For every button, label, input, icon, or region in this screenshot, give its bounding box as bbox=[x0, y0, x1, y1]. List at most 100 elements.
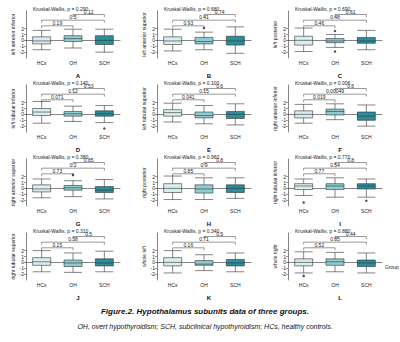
svg-text:Kruskal-Wallis, p = 0.100: Kruskal-Wallis, p = 0.100 bbox=[164, 80, 219, 86]
svg-text:1: 1 bbox=[21, 32, 24, 38]
svg-text:1: 1 bbox=[283, 254, 286, 260]
svg-text:H: H bbox=[207, 221, 211, 227]
svg-text:right tubular inferior: right tubular inferior bbox=[272, 161, 278, 204]
svg-text:0: 0 bbox=[21, 111, 24, 117]
svg-text:0: 0 bbox=[283, 37, 286, 43]
svg-text:A: A bbox=[76, 73, 81, 79]
svg-text:1: 1 bbox=[152, 254, 155, 260]
svg-text:HCs: HCs bbox=[299, 60, 309, 66]
svg-text:-1: -1 bbox=[282, 117, 287, 123]
svg-text:-1: -1 bbox=[20, 43, 25, 49]
svg-text:J: J bbox=[76, 295, 79, 301]
svg-text:2: 2 bbox=[283, 248, 286, 254]
svg-text:-1: -1 bbox=[151, 117, 156, 123]
svg-text:HCs: HCs bbox=[299, 208, 309, 214]
svg-text:-2: -2 bbox=[282, 49, 287, 55]
svg-text:1: 1 bbox=[21, 180, 24, 186]
svg-text:OH, overt hypothyroidism; SCH,: OH, overt hypothyroidism; SCH, subclinic… bbox=[77, 323, 332, 331]
svg-text:0.16: 0.16 bbox=[183, 242, 193, 248]
svg-text:L: L bbox=[338, 295, 342, 301]
svg-text:SCH: SCH bbox=[361, 208, 372, 214]
svg-text:1: 1 bbox=[283, 32, 286, 38]
svg-text:SCH: SCH bbox=[361, 282, 372, 288]
svg-text:0: 0 bbox=[152, 111, 155, 117]
svg-text:SCH: SCH bbox=[230, 60, 241, 66]
svg-text:0.019: 0.019 bbox=[313, 94, 326, 100]
svg-text:2: 2 bbox=[283, 26, 286, 32]
svg-text:0.071: 0.071 bbox=[51, 94, 64, 100]
svg-text:Kruskal-Wallis, p = 0.310: Kruskal-Wallis, p = 0.310 bbox=[33, 228, 88, 234]
svg-text:right posterior: right posterior bbox=[141, 167, 147, 198]
svg-text:SCH: SCH bbox=[99, 208, 110, 214]
svg-text:-1: -1 bbox=[20, 191, 25, 197]
svg-text:OH: OH bbox=[200, 134, 208, 140]
svg-text:-1: -1 bbox=[151, 191, 156, 197]
svg-text:1: 1 bbox=[283, 106, 286, 112]
svg-text:OH: OH bbox=[331, 282, 339, 288]
svg-text:-2: -2 bbox=[20, 197, 25, 203]
svg-text:1: 1 bbox=[283, 180, 286, 186]
svg-text:HCs: HCs bbox=[37, 134, 47, 140]
svg-text:HCs: HCs bbox=[168, 282, 178, 288]
svg-text:I: I bbox=[339, 221, 341, 227]
svg-text:OH: OH bbox=[200, 282, 208, 288]
svg-text:2: 2 bbox=[21, 26, 24, 32]
svg-text:-1: -1 bbox=[20, 265, 25, 271]
svg-text:HCs: HCs bbox=[299, 134, 309, 140]
svg-text:OH: OH bbox=[200, 60, 208, 66]
svg-text:-1: -1 bbox=[282, 43, 287, 49]
svg-text:-1: -1 bbox=[151, 43, 156, 49]
svg-text:Kruskal-Wallis, p = 0.680: Kruskal-Wallis, p = 0.680 bbox=[164, 6, 219, 12]
svg-text:-2: -2 bbox=[282, 271, 287, 277]
svg-text:F: F bbox=[338, 147, 342, 153]
svg-text:0.19: 0.19 bbox=[52, 20, 62, 26]
svg-text:-2: -2 bbox=[282, 197, 287, 203]
svg-text:right anterior inferior: right anterior inferior bbox=[272, 86, 278, 131]
svg-text:0: 0 bbox=[21, 259, 24, 265]
svg-text:-1: -1 bbox=[151, 265, 156, 271]
svg-text:SCH: SCH bbox=[99, 60, 110, 66]
svg-text:0: 0 bbox=[283, 185, 286, 191]
svg-text:C: C bbox=[338, 73, 343, 79]
svg-text:Kruskal-Wallis, p = 0.140: Kruskal-Wallis, p = 0.140 bbox=[33, 80, 88, 86]
svg-text:Kruskal-Wallis, p = 0.880: Kruskal-Wallis, p = 0.880 bbox=[295, 228, 350, 234]
svg-text:SCH: SCH bbox=[99, 134, 110, 140]
svg-text:1: 1 bbox=[152, 106, 155, 112]
svg-text:Kruskal-Wallis, p = 0.290: Kruskal-Wallis, p = 0.290 bbox=[33, 6, 88, 12]
svg-text:OH: OH bbox=[69, 282, 77, 288]
svg-text:Figure.2. Hypothalamus subunit: Figure.2. Hypothalamus subunits data of … bbox=[101, 307, 309, 316]
svg-text:0: 0 bbox=[283, 111, 286, 117]
svg-text:-2: -2 bbox=[20, 49, 25, 55]
svg-text:OH: OH bbox=[69, 134, 77, 140]
svg-text:right tubular superior: right tubular superior bbox=[10, 233, 16, 279]
svg-text:HCs: HCs bbox=[168, 60, 178, 66]
svg-text:0: 0 bbox=[21, 185, 24, 191]
svg-text:2: 2 bbox=[152, 174, 155, 180]
svg-text:SCH: SCH bbox=[230, 208, 241, 214]
svg-text:OH: OH bbox=[200, 208, 208, 214]
svg-text:2: 2 bbox=[283, 174, 286, 180]
svg-text:OH: OH bbox=[331, 134, 339, 140]
svg-text:E: E bbox=[207, 147, 211, 153]
svg-text:0.85: 0.85 bbox=[183, 168, 193, 174]
svg-text:-1: -1 bbox=[20, 117, 25, 123]
svg-text:-2: -2 bbox=[151, 271, 156, 277]
svg-text:whole left: whole left bbox=[141, 245, 147, 267]
svg-text:1: 1 bbox=[152, 32, 155, 38]
svg-text:HCs: HCs bbox=[37, 282, 47, 288]
svg-text:-1: -1 bbox=[282, 265, 287, 271]
svg-text:SCH: SCH bbox=[230, 282, 241, 288]
svg-text:left posterior: left posterior bbox=[272, 20, 278, 48]
svg-text:1: 1 bbox=[21, 106, 24, 112]
svg-text:D: D bbox=[76, 147, 81, 153]
svg-text:left anterior superior: left anterior superior bbox=[141, 12, 147, 57]
svg-text:HCs: HCs bbox=[37, 208, 47, 214]
svg-text:0.52: 0.52 bbox=[314, 242, 324, 248]
svg-text:Kruskal-Wallis, p = 0.770: Kruskal-Wallis, p = 0.770 bbox=[295, 154, 350, 160]
svg-text:0.77: 0.77 bbox=[314, 168, 324, 174]
svg-text:left tubular superior: left tubular superior bbox=[141, 87, 147, 130]
svg-text:0: 0 bbox=[152, 37, 155, 43]
svg-text:1: 1 bbox=[21, 254, 24, 260]
svg-text:HCs: HCs bbox=[168, 134, 178, 140]
svg-text:0: 0 bbox=[21, 37, 24, 43]
